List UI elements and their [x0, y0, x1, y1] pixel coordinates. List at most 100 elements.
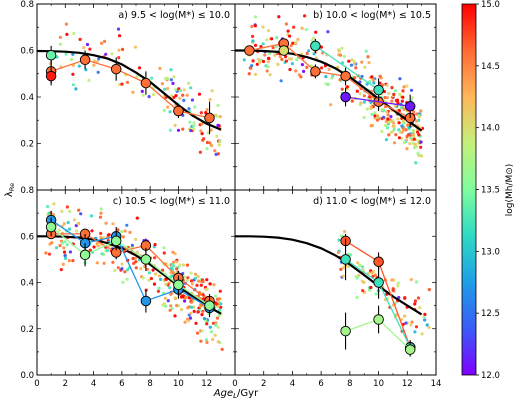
scatter-point — [402, 85, 406, 89]
binned-point — [340, 254, 351, 265]
scatter-point — [210, 89, 214, 93]
scatter-point — [385, 110, 389, 114]
scatter-point — [163, 296, 167, 300]
scatter-point — [120, 262, 124, 266]
colorbar: 12.0 12.5 13.0 13.5 14.0 14.5 15.0 log(Mh/M⊙) — [461, 0, 515, 381]
scatter-point — [369, 124, 373, 128]
colorbar-tick-label: 13.0 — [481, 247, 500, 257]
scatter-point — [380, 107, 384, 111]
scatter-point — [324, 75, 328, 79]
scatter-point — [205, 108, 209, 112]
scatter-point — [46, 204, 50, 209]
scatter-point — [397, 121, 401, 125]
scatter-point — [60, 209, 64, 213]
x-tick-label: 8 — [347, 379, 352, 389]
scatter-point — [427, 288, 431, 292]
scatter-point — [199, 129, 203, 133]
scatter-point — [302, 69, 306, 73]
scatter-point — [198, 150, 202, 154]
scatter-point — [160, 82, 164, 86]
scatter-point — [63, 240, 67, 244]
scatter-point — [373, 116, 377, 120]
scatter-point — [100, 252, 104, 256]
scatter-point — [209, 330, 214, 334]
scatter-point — [202, 137, 206, 141]
scatter-point — [63, 254, 67, 258]
scatter-point — [400, 99, 404, 103]
scatter-point — [159, 277, 163, 281]
scatter-point — [355, 276, 359, 280]
scatter-point — [189, 86, 193, 90]
scatter-point — [66, 220, 70, 225]
scatter-point — [414, 280, 419, 284]
scatter-point — [347, 59, 351, 63]
scatter-point — [178, 263, 182, 267]
scatter-point — [401, 119, 405, 123]
scatter-point — [387, 91, 391, 95]
scatter-point — [134, 260, 138, 264]
scatter-point — [410, 320, 414, 324]
scatter-point — [211, 337, 215, 341]
scatter-point — [67, 227, 71, 231]
scatter-point — [404, 128, 408, 132]
binned-point — [204, 300, 215, 311]
scatter-point — [396, 117, 400, 121]
panel-c: c) 10.5 < log(M*) ≤ 11.0 — [36, 189, 236, 376]
scatter-point — [111, 260, 115, 264]
scatter-point — [213, 294, 218, 298]
y-tick-label: 0.4 — [20, 279, 34, 289]
scatter-point — [216, 325, 220, 329]
binned-point — [404, 101, 416, 112]
scatter-point — [168, 110, 172, 114]
scatter-point — [62, 222, 66, 226]
scatter-point — [205, 278, 209, 282]
scatter-point — [392, 141, 397, 145]
binned-point — [204, 112, 215, 124]
scatter-point — [284, 59, 288, 63]
scatter-point — [402, 141, 407, 145]
scatter-point — [373, 273, 377, 277]
scatter-point — [409, 278, 413, 282]
scatter-point — [292, 25, 296, 29]
scatter-point — [170, 262, 174, 266]
y-tick-labels: 0.2 0.4 0.6 0.8 0.0 0.2 0.4 0.6 0.8 — [20, 0, 34, 381]
scatter-point — [188, 120, 192, 124]
scatter-point — [199, 283, 203, 287]
scatter-point — [391, 124, 395, 128]
binned-series-line — [50, 59, 210, 119]
scatter-point — [217, 297, 221, 301]
scatter-point — [57, 228, 61, 232]
scatter-point — [287, 57, 291, 61]
x-tick-label: 14 — [431, 379, 442, 389]
scatter-point — [296, 37, 300, 42]
scatter-point — [402, 107, 406, 111]
scatter-point — [286, 29, 290, 33]
binned-point — [173, 279, 184, 291]
x-tick-label: 6 — [318, 379, 323, 389]
scatter-point — [208, 282, 212, 286]
scatter-point — [47, 252, 52, 256]
scatter-point — [383, 95, 387, 100]
binned-point — [140, 77, 152, 89]
scatter-point — [92, 63, 96, 67]
panel-a: a) 9.5 < log(M*) ≤ 10.0 — [36, 3, 236, 191]
scatter-point — [371, 78, 375, 82]
scatter-point — [350, 99, 354, 103]
panel-c-fit-line — [37, 235, 222, 315]
panel-c-title: c) 10.5 < log(M*) ≤ 11.0 — [113, 196, 230, 207]
scatter-point — [398, 77, 402, 81]
binned-point — [373, 84, 384, 96]
binned-point — [373, 277, 384, 288]
scatter-point — [169, 266, 173, 270]
scatter-point — [405, 134, 409, 139]
scatter-point — [261, 25, 265, 29]
scatter-point — [131, 90, 135, 94]
scatter-point — [210, 144, 214, 148]
scatter-point — [120, 82, 124, 86]
scatter-point — [151, 268, 155, 272]
scatter-point — [218, 139, 222, 144]
scatter-point — [417, 113, 421, 117]
scatter-point — [63, 256, 68, 260]
scatter-point — [418, 306, 422, 310]
scatter-point — [190, 300, 194, 304]
